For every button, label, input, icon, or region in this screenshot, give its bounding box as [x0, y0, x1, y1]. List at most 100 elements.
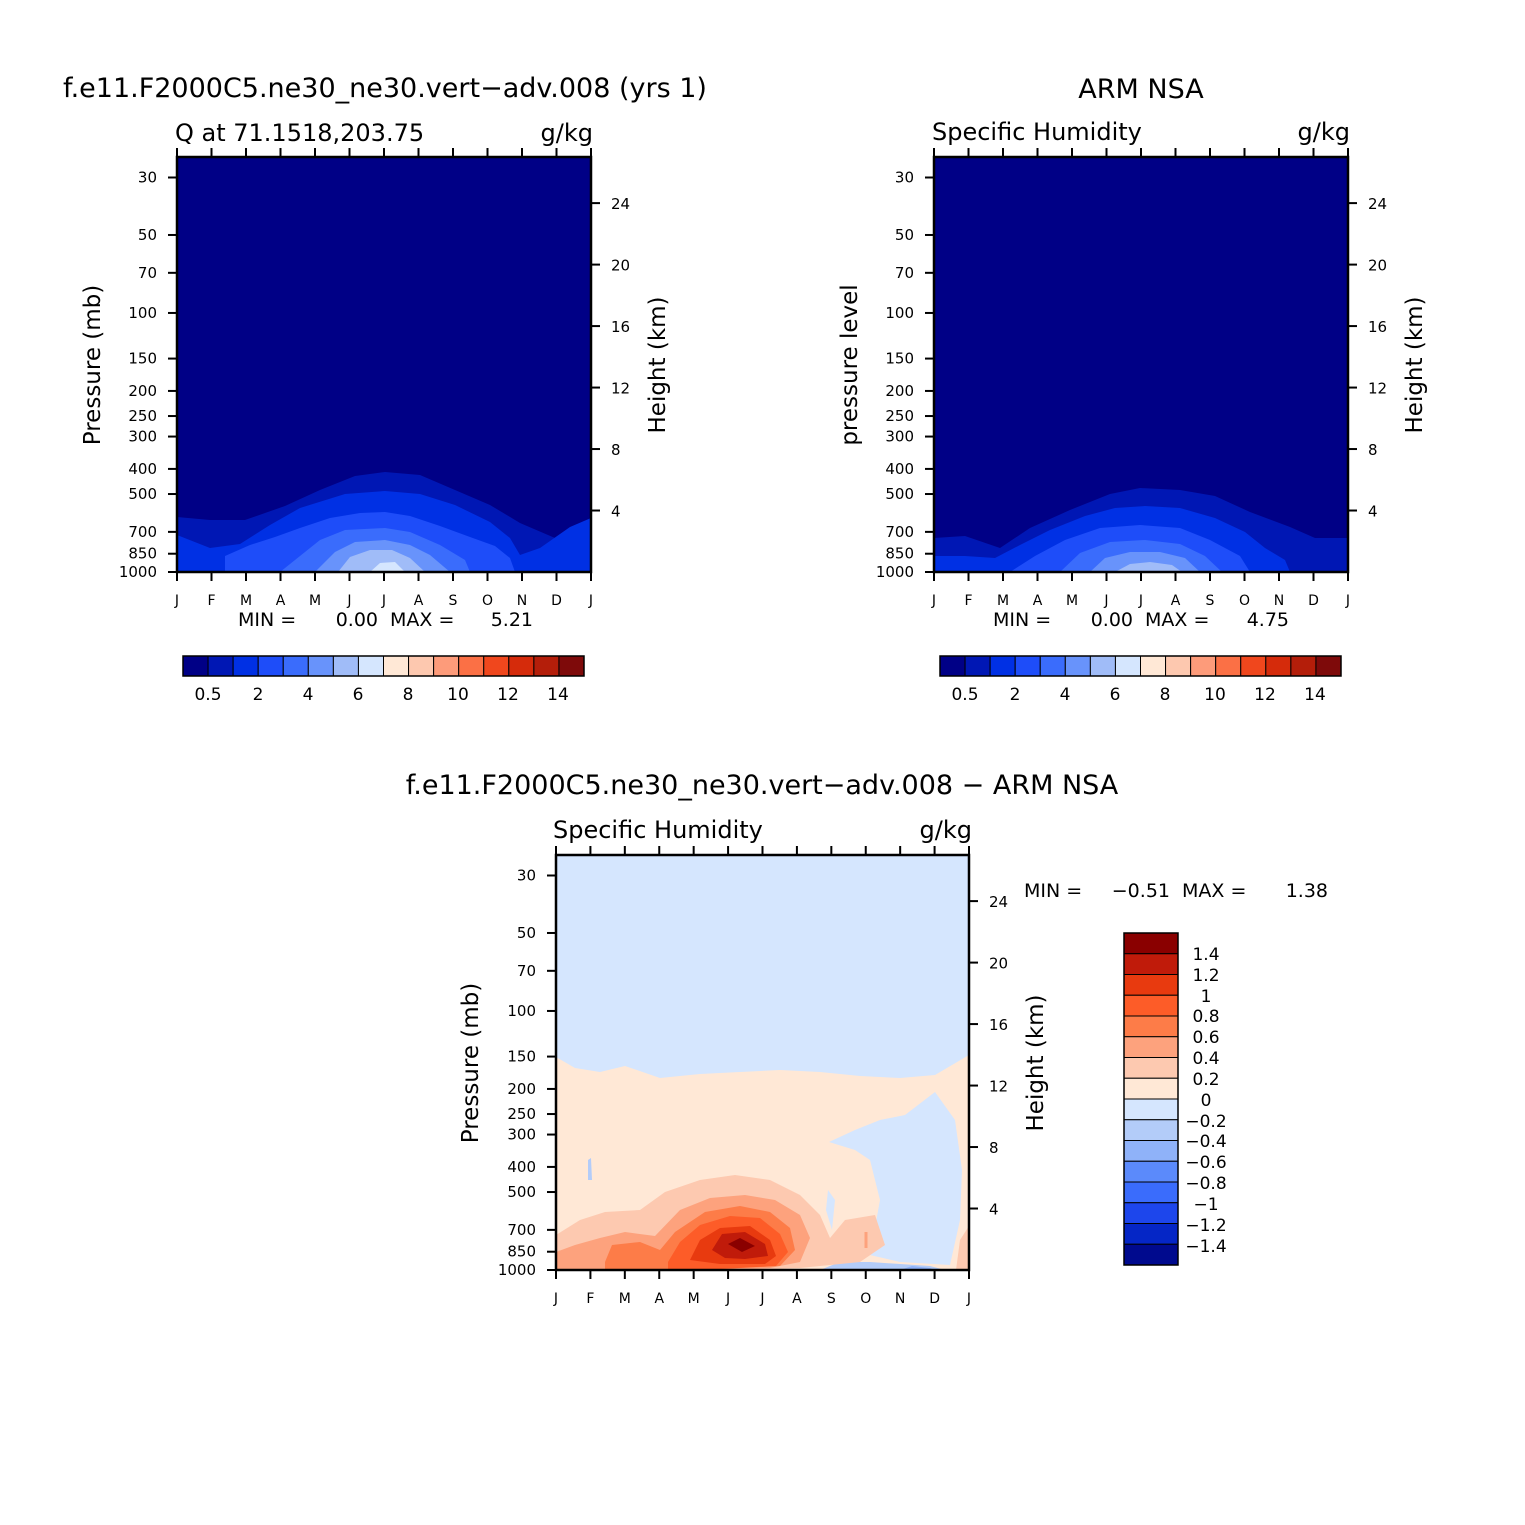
diff-contour-neg-small	[826, 1190, 835, 1230]
obs-month-label: S	[1206, 593, 1215, 609]
model-month-label: S	[449, 593, 458, 609]
diff-cbar-label: −1	[1193, 1195, 1218, 1215]
obs-colorbar-swatch	[1089, 655, 1116, 677]
diff-colorbar-swatch	[1123, 1202, 1179, 1224]
model-month-label: N	[517, 593, 527, 609]
diff-cbar-label: −0.8	[1185, 1174, 1226, 1194]
obs-cbar-label: 4	[1060, 685, 1071, 705]
diff-cbar-label: 0.2	[1192, 1070, 1219, 1090]
obs-colorbar-swatch	[1240, 655, 1267, 677]
diff-colorbar-swatch	[1123, 1181, 1179, 1204]
model-colorbar-swatch	[483, 655, 510, 677]
model-pressure-label: 300	[128, 428, 157, 446]
model-cbar-label: 8	[403, 685, 414, 705]
model-colorbar-frame	[182, 655, 585, 677]
obs-plot-area	[932, 155, 1350, 574]
diff-cbar-label: 0	[1201, 1091, 1212, 1111]
model-colorbar-swatch	[332, 655, 359, 677]
diff-colorbar-labels: 1.4 1.2 1 0.8 0.6 0.4 0.2 0 −0.2 −0.4 −0…	[1185, 945, 1226, 1257]
model-cbar-label: 12	[497, 685, 519, 705]
obs-cbar-label: 6	[1110, 685, 1121, 705]
model-cbar-label: 10	[447, 685, 469, 705]
diff-month-label: J	[966, 1291, 971, 1307]
obs-colorbar	[939, 655, 1342, 677]
diff-min-value: −0.51	[1112, 880, 1170, 902]
model-cbar-label: 6	[353, 685, 364, 705]
diff-cbar-label: 1.2	[1192, 966, 1219, 986]
diff-ylabel: Pressure (mb)	[458, 983, 484, 1143]
model-pressure-label: 30	[138, 169, 157, 187]
diff-colorbar-swatch	[1123, 953, 1179, 975]
obs-month-label: J	[1345, 593, 1350, 609]
model-colorbar	[182, 655, 585, 677]
obs-height-label: 24	[1368, 195, 1387, 213]
obs-pressure-label: 1000	[876, 563, 914, 581]
model-axes: J F M A M J J A S O N D J 30 50 70 100 150 200 250 300 400 500…	[119, 148, 630, 609]
model-pressure-label: 1000	[119, 563, 157, 581]
diff-colorbar-swatch	[1123, 1223, 1179, 1245]
model-height-label: 4	[611, 503, 621, 521]
diff-colorbar-swatch	[1123, 1015, 1179, 1038]
model-pressure-label: 850	[128, 545, 157, 563]
diff-colorbar-swatch	[1123, 994, 1179, 1017]
model-cbar-label: 4	[303, 685, 314, 705]
model-month-label: A	[414, 593, 424, 609]
obs-colorbar-swatch	[1014, 655, 1041, 677]
diff-contour-neg-sliver	[588, 1158, 592, 1180]
diff-pressure-label: 200	[507, 1080, 536, 1098]
diff-colorbar-swatch	[1123, 1243, 1179, 1266]
model-height-label: 12	[611, 380, 630, 398]
diff-colorbar-swatch	[1123, 1077, 1179, 1100]
obs-cbar-label: 10	[1204, 685, 1226, 705]
obs-pressure-label: 400	[885, 460, 914, 478]
obs-month-label: J	[1103, 593, 1108, 609]
diff-pressure-label: 30	[517, 867, 536, 885]
obs-min-value: 0.00	[1091, 609, 1133, 631]
model-month-label: J	[174, 593, 179, 609]
obs-pressure-label: 70	[895, 264, 914, 282]
diff-colorbar-swatch	[1123, 974, 1179, 996]
obs-colorbar-swatch	[1165, 655, 1192, 677]
obs-colorbar-swatch	[1290, 655, 1317, 677]
model-month-label: M	[240, 593, 252, 609]
model-month-label: J	[346, 593, 351, 609]
model-max-label: MAX =	[390, 609, 454, 631]
diff-header: f.e11.F2000C5.ne30_ne30.vert−adv.008 − A…	[406, 770, 1119, 801]
obs-month-label: J	[1138, 593, 1143, 609]
diff-colorbar-frame	[1123, 932, 1179, 1266]
diff-units: g/kg	[920, 816, 972, 844]
model-colorbar-swatch	[207, 655, 234, 677]
obs-colorbar-swatch	[1064, 655, 1091, 677]
model-month-label: O	[482, 593, 493, 609]
diff-pressure-label: 300	[507, 1126, 536, 1144]
obs-height-label: 8	[1368, 441, 1378, 459]
obs-month-label: F	[964, 593, 972, 609]
obs-cbar-label: 8	[1160, 685, 1171, 705]
diff-colorbar-swatch	[1123, 1160, 1179, 1183]
model-colorbar-swatch	[357, 655, 384, 677]
diff-month-label: A	[654, 1291, 664, 1307]
diff-height-label: 20	[989, 955, 1008, 973]
diff-contour-max	[728, 1238, 755, 1252]
model-colorbar-labels: 0.5 2 4 6 8 10 12 14	[194, 685, 568, 705]
diff-colorbar-swatch	[1123, 1036, 1179, 1058]
diff-colorbar-swatch	[1123, 1119, 1179, 1141]
obs-pressure-label: 100	[885, 304, 914, 322]
model-colorbar-swatch	[232, 655, 259, 677]
model-colorbar-swatch	[257, 655, 284, 677]
diff-colorbar-swatch	[1123, 932, 1179, 955]
obs-pressure-label: 30	[895, 169, 914, 187]
diff-colorbar	[1123, 932, 1179, 1266]
obs-pressure-label: 250	[885, 407, 914, 425]
diff-height-label: 16	[989, 1016, 1008, 1034]
diff-month-label: J	[759, 1291, 764, 1307]
obs-month-label: D	[1308, 593, 1319, 609]
model-month-label: A	[276, 593, 286, 609]
obs-height-label: 16	[1368, 318, 1387, 336]
diff-pressure-label: 1000	[498, 1261, 536, 1279]
model-colorbar-swatch	[383, 655, 410, 677]
obs-cbar-label: 14	[1304, 685, 1326, 705]
obs-ylabel-right: Height (km)	[1402, 296, 1428, 433]
model-pressure-label: 100	[128, 304, 157, 322]
obs-colorbar-swatch	[1039, 655, 1066, 677]
